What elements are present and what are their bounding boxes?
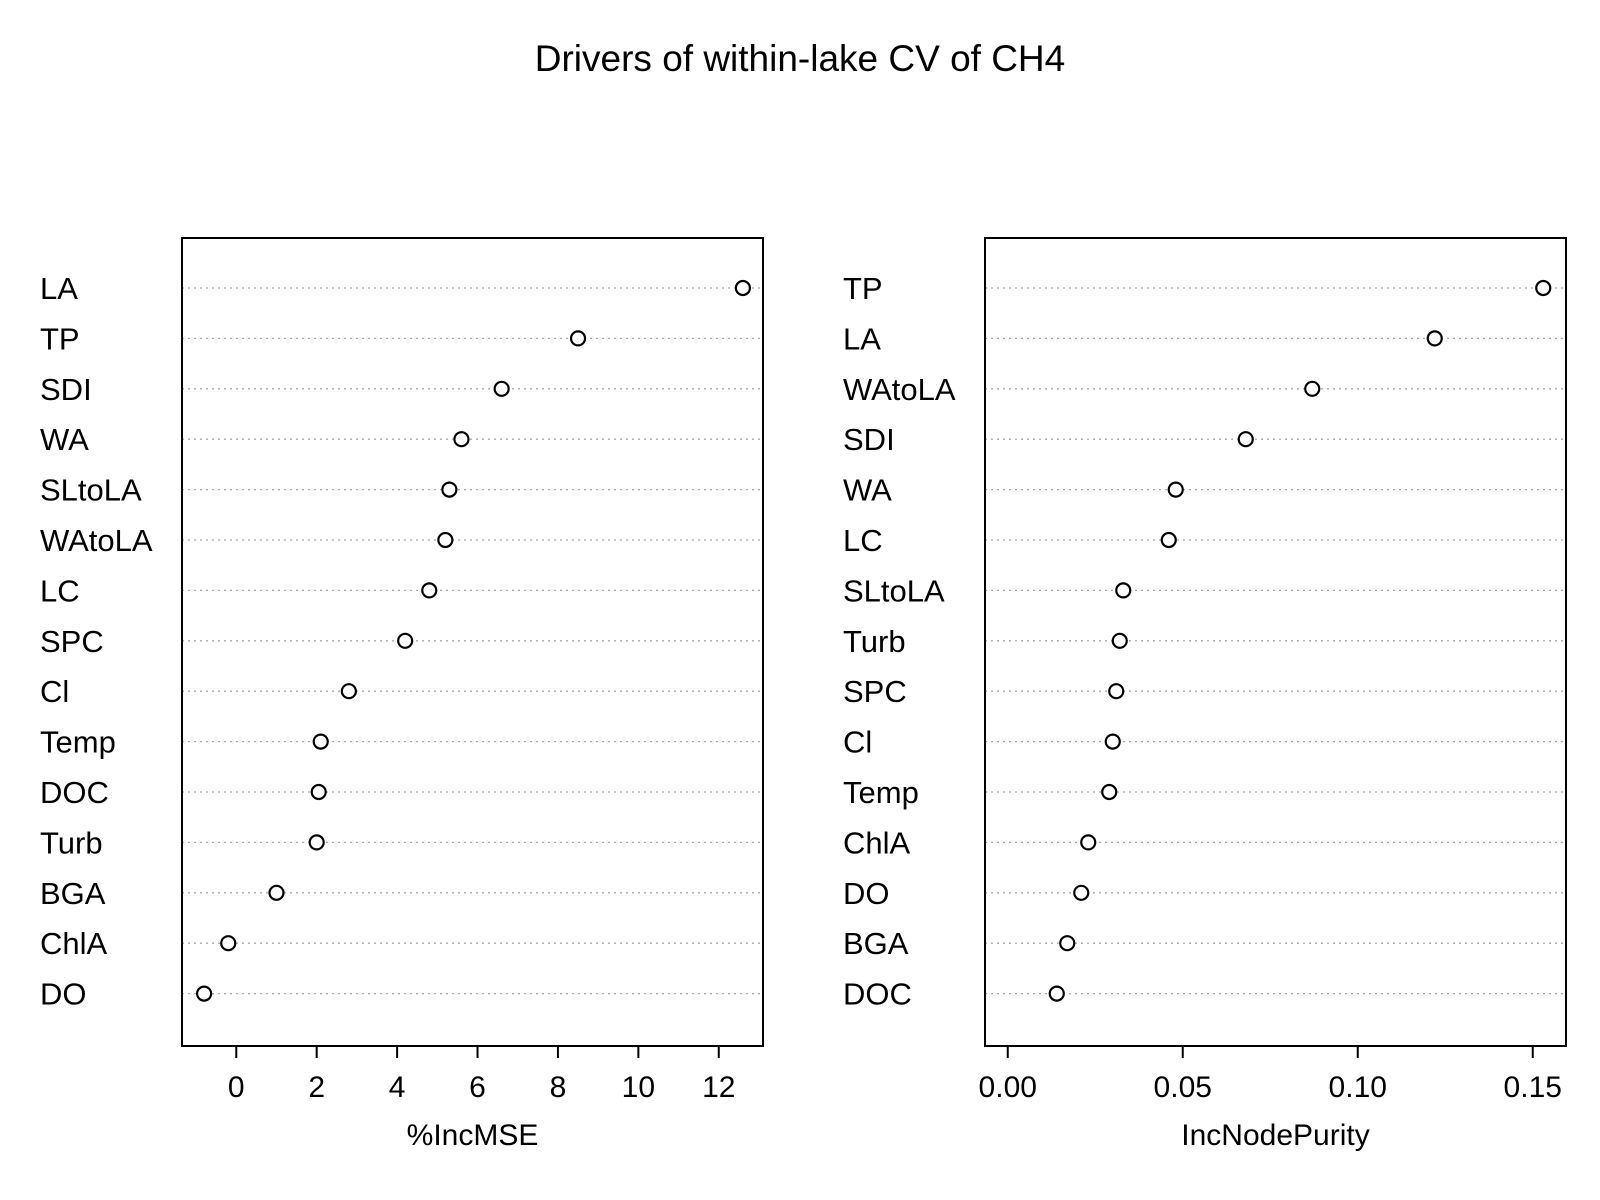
x-tick-label: 2 [308, 1071, 325, 1104]
data-point [1426, 330, 1443, 347]
x-tick-label: 0.15 [1504, 1071, 1562, 1104]
data-point [1115, 582, 1132, 599]
chart-title: Drivers of within-lake CV of CH4 [535, 38, 1065, 79]
category-label: BGA [843, 926, 909, 961]
data-point [312, 733, 329, 750]
x-axis-title: IncNodePurity [1181, 1119, 1369, 1152]
data-point [1101, 783, 1118, 801]
category-label: DO [843, 876, 890, 911]
data-point [1167, 481, 1184, 498]
data-point [1104, 733, 1121, 750]
x-tick-label: 8 [550, 1071, 567, 1104]
data-point [340, 683, 357, 700]
category-label: ChlA [843, 825, 911, 860]
data-point [441, 481, 458, 498]
data-point [437, 531, 454, 549]
data-point [1108, 683, 1125, 700]
plot-frame [984, 237, 1567, 1047]
x-tick-label: 0.10 [1329, 1071, 1387, 1104]
data-point [1237, 431, 1254, 448]
data-point [196, 985, 213, 1002]
data-point [220, 935, 237, 952]
x-tick-label: 6 [469, 1071, 486, 1104]
category-label: WAtoLA [40, 523, 153, 558]
data-point [1111, 632, 1128, 649]
category-label: BGA [40, 876, 106, 911]
x-tick-label: 12 [702, 1071, 735, 1104]
data-point [734, 279, 751, 297]
x-axis-title: %IncMSE [407, 1119, 539, 1152]
importance-panel-incnodepurity: TP LA WAtoLA SDI WA LC SLtoLA Turb SPC Cl Temp ChlA… [843, 237, 1567, 1152]
data-point [1304, 380, 1321, 397]
data-point [308, 834, 325, 851]
category-label: LC [40, 573, 80, 608]
data-point [453, 431, 470, 448]
category-label: Turb [40, 825, 103, 860]
data-point [1059, 935, 1076, 952]
importance-panel-incmse: LA TP SDI WA SLtoLA WAtoLA LC SPC Cl Temp DOC Turb B… [40, 237, 764, 1152]
category-label: DOC [843, 977, 912, 1012]
category-label: SLtoLA [40, 473, 142, 508]
category-label: LA [843, 321, 881, 356]
data-point [1535, 279, 1552, 297]
category-label: WA [843, 473, 892, 508]
category-label: DOC [40, 775, 109, 810]
category-label: Cl [40, 674, 69, 709]
category-label: SDI [843, 422, 895, 457]
category-label: WA [40, 422, 89, 457]
category-label: TP [40, 321, 80, 356]
category-label: Cl [843, 725, 872, 760]
category-label: SLtoLA [843, 573, 945, 608]
category-label: TP [843, 271, 883, 306]
category-label: SPC [843, 674, 907, 709]
category-label: Turb [843, 624, 906, 659]
data-point [493, 380, 510, 397]
category-label: SPC [40, 624, 104, 659]
x-tick-label: 4 [389, 1071, 406, 1104]
data-point [421, 582, 438, 599]
x-tick-label: 0.05 [1154, 1071, 1212, 1104]
data-point [1080, 834, 1097, 851]
category-label: LA [40, 271, 78, 306]
x-tick-label: 0 [228, 1071, 245, 1104]
data-point [268, 884, 285, 901]
x-tick-label: 10 [622, 1071, 655, 1104]
category-label: WAtoLA [843, 372, 956, 407]
data-point [1073, 884, 1090, 901]
category-label: SDI [40, 372, 92, 407]
category-label: ChlA [40, 926, 108, 961]
data-point [310, 783, 327, 801]
data-point [1160, 531, 1177, 549]
x-tick-label: 0.00 [979, 1071, 1037, 1104]
category-label: Temp [843, 775, 919, 810]
plot-frame [181, 237, 764, 1047]
data-point [569, 330, 587, 347]
data-point [397, 632, 414, 649]
category-label: LC [843, 523, 883, 558]
category-label: DO [40, 977, 87, 1012]
data-point [1048, 985, 1065, 1002]
category-label: Temp [40, 725, 116, 760]
